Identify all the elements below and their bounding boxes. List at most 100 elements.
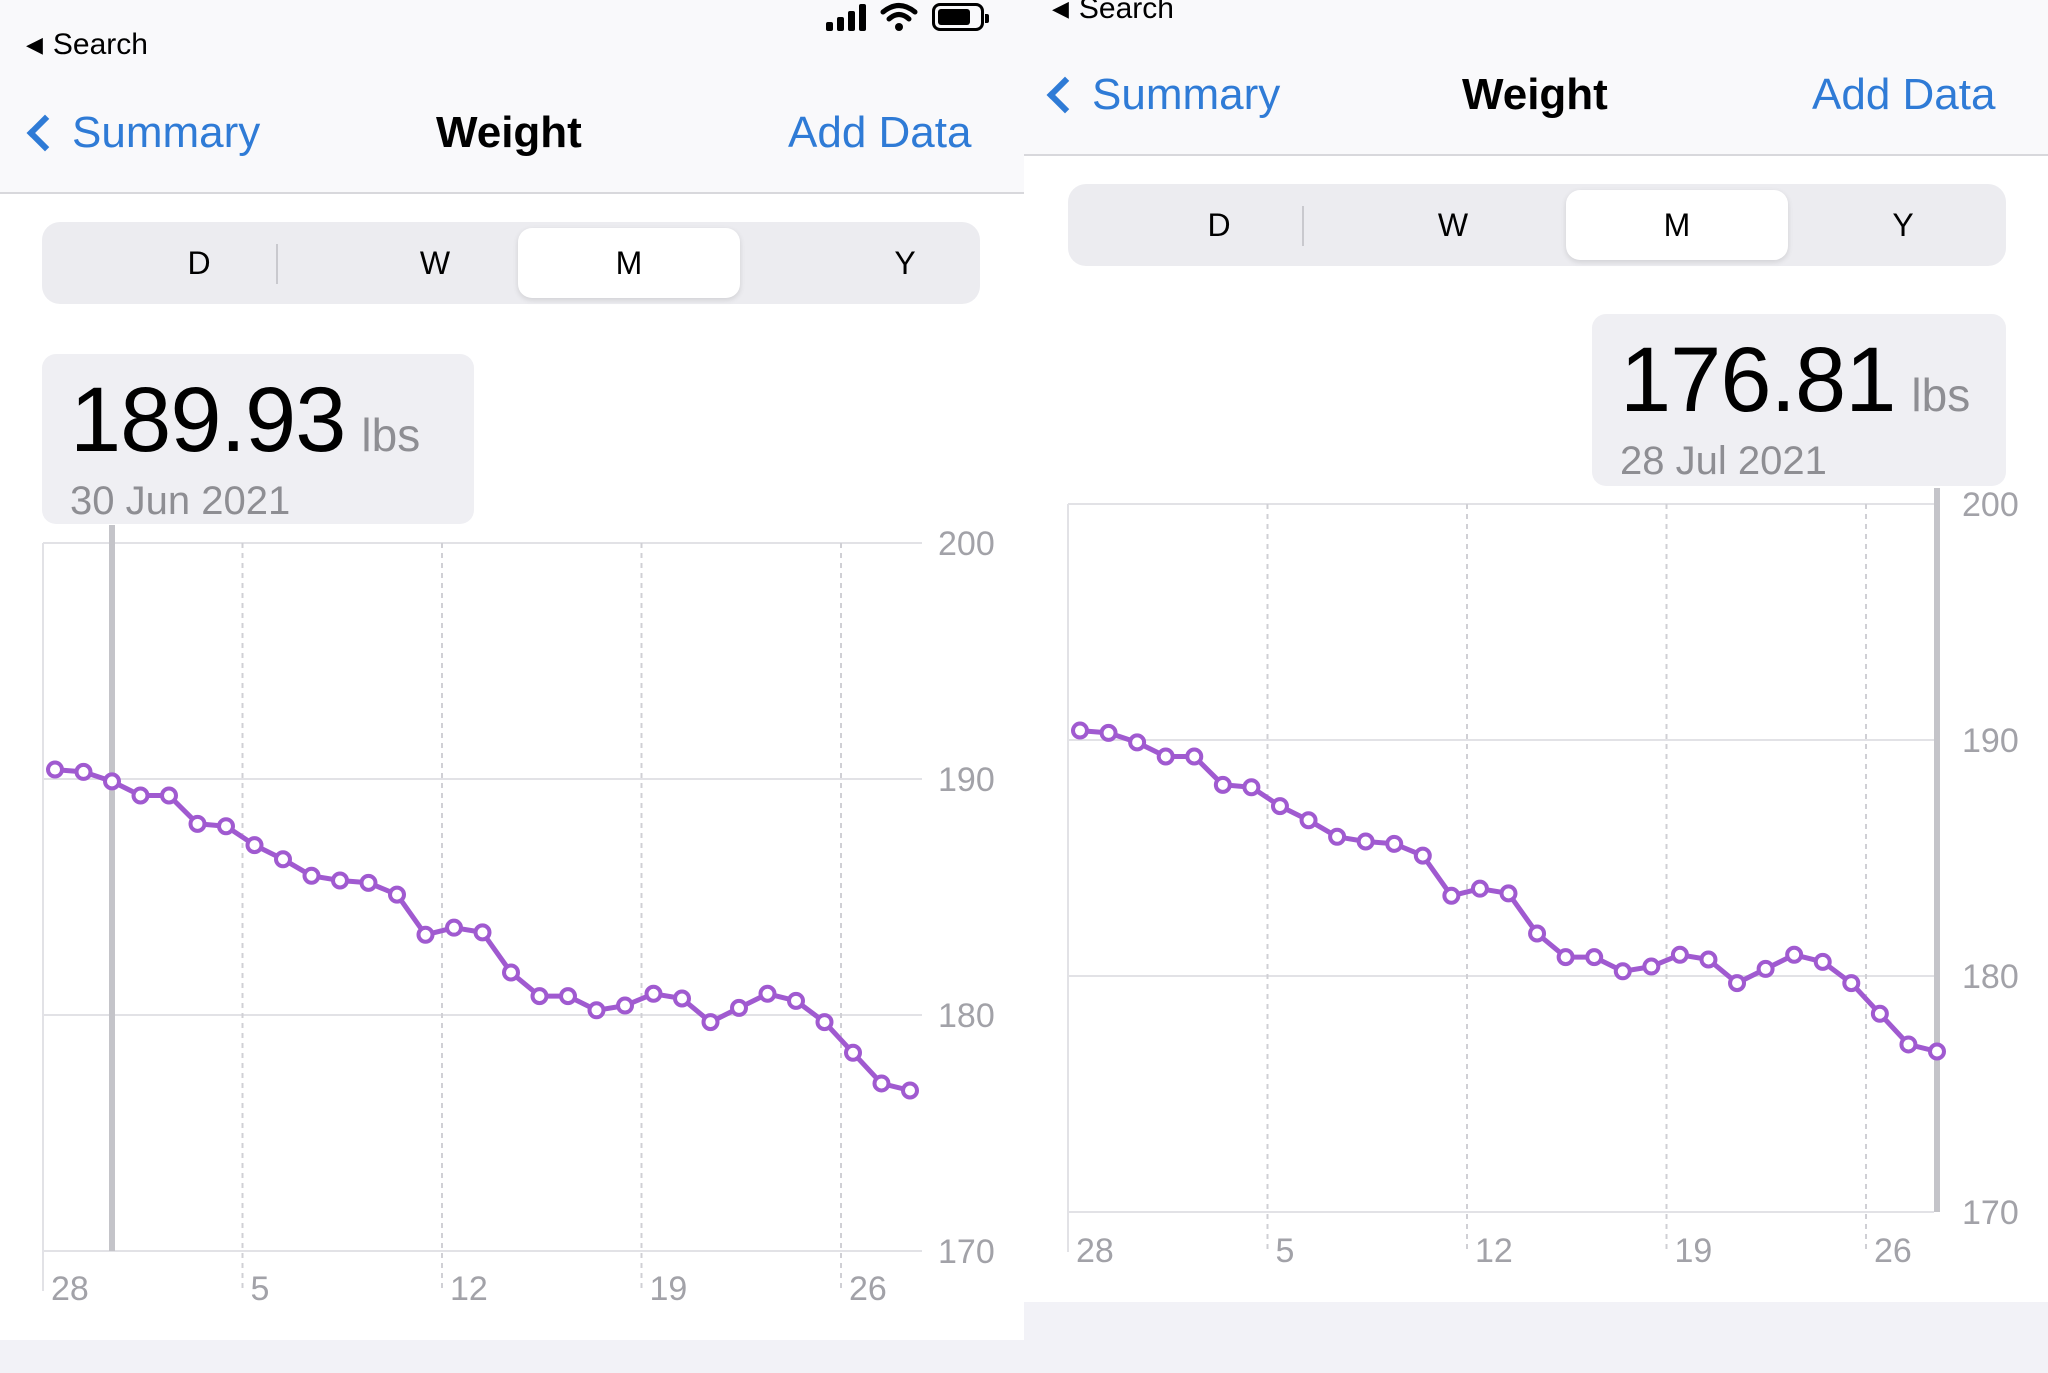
data-point xyxy=(1071,721,1089,740)
segment-divider xyxy=(276,244,278,284)
x-tick-label: 19 xyxy=(1675,1232,1713,1270)
navigation-bar: ◀ Search Summary Weight Add Data xyxy=(0,0,1024,194)
x-tick-label: 28 xyxy=(1076,1232,1114,1270)
data-point xyxy=(530,987,549,1006)
weight-line-chart[interactable]: 200 190 180 170 28 5 12 19 26 xyxy=(1024,0,2048,1302)
data-point xyxy=(1928,1042,1946,1061)
data-point xyxy=(1242,778,1261,797)
data-point xyxy=(502,963,520,982)
selected-value-callout: 176.81 lbs 28 Jul 2021 xyxy=(1592,314,2006,486)
data-point xyxy=(1585,948,1604,967)
data-point xyxy=(1328,827,1347,846)
y-tick-label: 180 xyxy=(1962,958,2019,996)
data-point xyxy=(730,998,748,1017)
data-point xyxy=(1756,959,1775,978)
add-data-button[interactable]: Add Data xyxy=(1812,70,1996,119)
time-range-control: D W M Y xyxy=(1068,184,2006,266)
y-tick-label: 200 xyxy=(1962,486,2019,524)
segment-month[interactable]: M xyxy=(518,228,740,298)
data-point xyxy=(1528,924,1547,943)
data-point xyxy=(1470,879,1489,898)
page-title: Weight xyxy=(436,108,582,157)
segment-day[interactable]: D xyxy=(1207,206,1231,243)
data-point xyxy=(1156,747,1175,766)
add-data-button[interactable]: Add Data xyxy=(788,108,972,157)
data-point xyxy=(644,984,663,1003)
data-point xyxy=(1699,950,1718,969)
summary-back-button[interactable]: Summary xyxy=(1044,70,1280,120)
wifi-icon xyxy=(880,3,918,31)
data-point xyxy=(1213,775,1232,794)
selected-value-callout: 189.93 lbs 30 Jun 2021 xyxy=(42,354,474,524)
bottom-area xyxy=(1024,1302,2048,1373)
back-button-label: Summary xyxy=(1092,70,1281,119)
time-range-control: D W M Y xyxy=(42,222,980,304)
data-point xyxy=(673,989,691,1008)
x-tick-label: 19 xyxy=(650,1270,688,1308)
data-point xyxy=(1185,747,1204,766)
data-point xyxy=(274,850,292,869)
weight-unit: lbs xyxy=(1911,369,1971,421)
signal-icon xyxy=(826,3,866,31)
status-icons xyxy=(826,0,989,34)
weight-line-chart[interactable]: 200 190 180 170 28 5 12 19 26 xyxy=(0,0,1024,1340)
segment-month[interactable]: M xyxy=(1566,190,1788,260)
data-point xyxy=(1356,832,1375,851)
weight-unit: lbs xyxy=(361,409,421,461)
weight-value: 189.93 xyxy=(70,369,346,471)
data-point xyxy=(302,866,321,885)
status-back-label: Search xyxy=(1078,0,1174,25)
data-point xyxy=(160,786,178,805)
data-point xyxy=(1270,797,1289,816)
data-point xyxy=(1670,945,1689,964)
segment-week[interactable]: W xyxy=(1437,206,1469,243)
navigation-bar: ◀ Search Summary Weight Add Data xyxy=(1024,0,2048,156)
data-point xyxy=(844,1043,862,1062)
data-point xyxy=(1499,884,1518,903)
data-point xyxy=(787,991,805,1010)
data-point xyxy=(1556,948,1575,967)
x-tick-label: 5 xyxy=(251,1270,270,1308)
data-point xyxy=(74,762,93,781)
status-back-link[interactable]: ◀ Search xyxy=(26,28,148,62)
segment-day[interactable]: D xyxy=(187,244,211,281)
data-point xyxy=(245,836,264,855)
x-tick-label: 12 xyxy=(450,1270,488,1308)
y-tick-label: 190 xyxy=(938,761,995,799)
status-back-link[interactable]: ◀ Search xyxy=(1052,0,1174,26)
data-point xyxy=(46,760,64,779)
data-point xyxy=(872,1074,891,1093)
weight-date: 28 Jul 2021 xyxy=(1620,439,1827,483)
data-point xyxy=(1099,723,1118,742)
y-tick-label: 190 xyxy=(1962,722,2019,760)
data-point xyxy=(758,984,777,1003)
x-tick-label: 28 xyxy=(51,1270,89,1308)
x-tick-label: 5 xyxy=(1276,1232,1295,1270)
data-point xyxy=(131,786,150,805)
data-point xyxy=(901,1081,919,1100)
data-point xyxy=(587,1001,606,1020)
data-point xyxy=(815,1013,834,1032)
weight-screen-left: ◀ Search Summary Weight Add Data xyxy=(0,0,1024,1340)
data-point xyxy=(416,925,435,944)
data-point xyxy=(1128,733,1147,752)
data-point xyxy=(445,918,463,937)
data-point xyxy=(103,772,121,791)
data-point xyxy=(331,871,349,890)
status-back-label: Search xyxy=(52,28,148,61)
segment-year[interactable]: Y xyxy=(1892,206,1914,243)
back-triangle-icon: ◀ xyxy=(26,32,43,57)
data-point xyxy=(1899,1035,1918,1054)
y-tick-label: 200 xyxy=(938,525,995,563)
battery-icon xyxy=(932,3,989,31)
segment-year[interactable]: Y xyxy=(894,244,916,281)
segment-week[interactable]: W xyxy=(419,244,451,281)
back-triangle-icon: ◀ xyxy=(1052,0,1069,21)
data-point xyxy=(1728,974,1747,993)
summary-back-button[interactable]: Summary xyxy=(24,108,260,158)
x-tick-label: 26 xyxy=(849,1270,887,1308)
data-point xyxy=(701,1013,720,1032)
back-button-label: Summary xyxy=(72,108,261,157)
x-tick-label: 12 xyxy=(1475,1232,1513,1270)
data-point xyxy=(1613,962,1632,981)
